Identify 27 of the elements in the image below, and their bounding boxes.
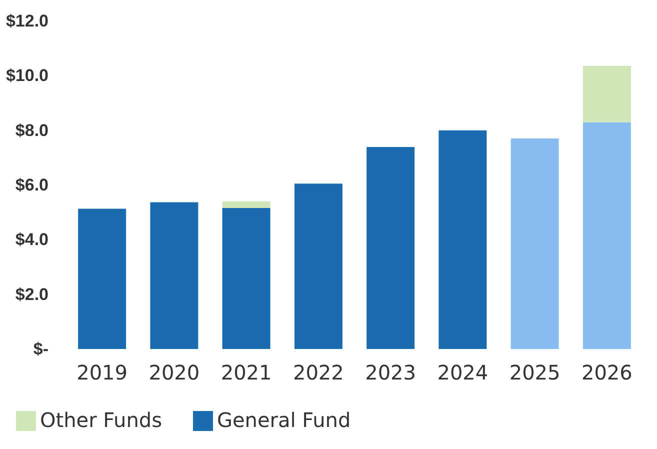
bar: [582, 122, 631, 349]
bar: [222, 201, 270, 208]
x-tick-label: 2022: [292, 360, 344, 384]
y-tick-label: $-: [33, 340, 48, 358]
bar: [150, 202, 198, 349]
bar: [438, 130, 487, 349]
y-tick-label: $4.0: [15, 230, 48, 250]
x-tick-label: 2023: [365, 360, 416, 384]
bar: [582, 66, 631, 122]
x-tick-label: 2026: [581, 360, 632, 384]
x-tick-label: 2019: [76, 360, 128, 384]
bar: [78, 208, 126, 349]
y-tick-label: $2.0: [15, 284, 48, 304]
x-tick-label: 2021: [220, 360, 272, 384]
x-tick-label: 2020: [148, 360, 200, 384]
y-tick-label: $10.0: [6, 66, 48, 86]
y-tick-label: $8.0: [15, 120, 48, 140]
bar: [294, 184, 342, 349]
bar: [510, 138, 559, 349]
legend-label: General Fund: [217, 408, 351, 432]
x-tick-label: 2024: [437, 360, 488, 384]
legend-label: Other Funds: [40, 408, 162, 432]
y-tick-label: $12.0: [6, 12, 48, 30]
bar: [366, 147, 415, 349]
y-tick-label: $6.0: [15, 176, 48, 194]
bar: [222, 208, 270, 349]
x-tick-label: 2025: [509, 360, 560, 384]
